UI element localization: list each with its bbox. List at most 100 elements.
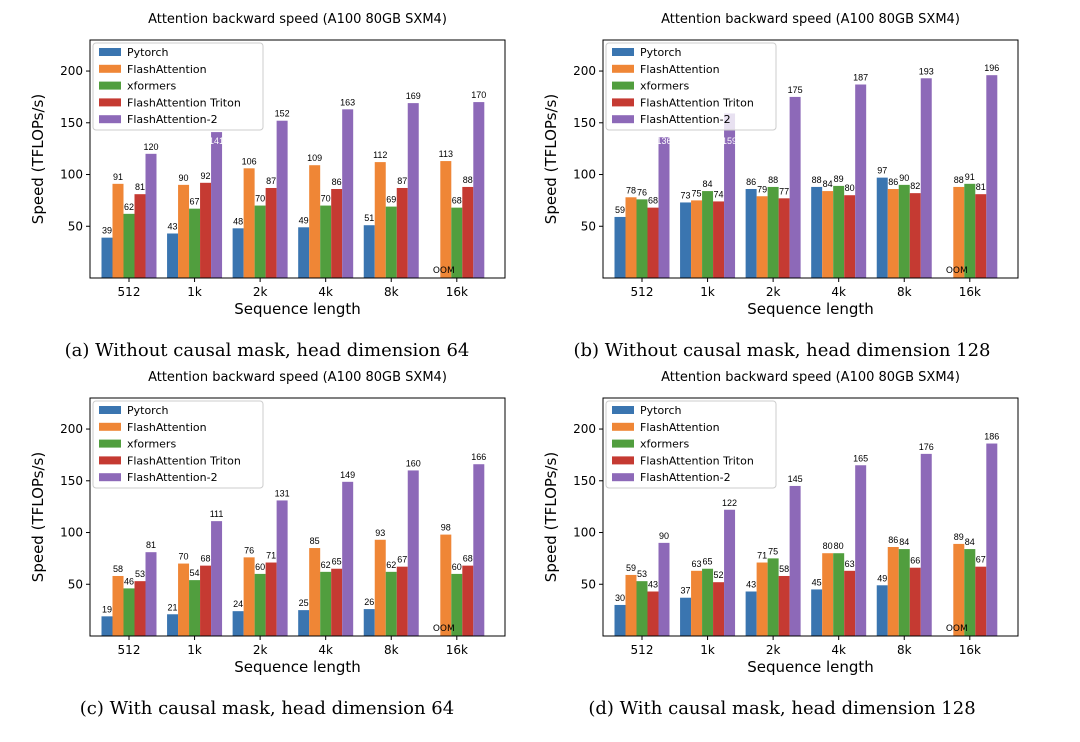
bar-pytorch [232,228,244,278]
bar-flashattention-2 [920,453,932,636]
bar-flashattention-2 [473,102,485,278]
bar-flashattention-triton [909,193,921,278]
bar-flashattention-2 [855,465,867,636]
bar-flashattention [112,183,124,278]
bar-pytorch [614,604,626,636]
y-axis-label: Speed (TFLOPs/s) [29,452,47,582]
bar-pytorch [363,609,375,636]
bar-pytorch [680,202,692,278]
bar-flashattention-2 [211,132,223,278]
data-label: 86 [746,177,756,187]
data-label: 170 [471,90,486,100]
data-label: 66 [910,556,920,566]
data-label: 62 [321,560,331,570]
data-label: 85 [310,536,320,546]
data-label: 59 [615,205,625,215]
bar-flashattention-triton [462,565,474,636]
data-label: 49 [877,573,887,583]
bar-xformers [385,571,397,636]
x-tick-label: 2k [766,285,781,299]
legend-swatch [99,456,121,465]
bar-xformers [636,581,648,636]
bar-flashattention-2 [920,78,932,278]
data-label: 88 [812,175,822,185]
data-label: 63 [692,559,702,569]
data-label: 92 [201,171,211,181]
data-label: 109 [307,153,322,163]
x-axis-label: Sequence length [234,300,361,318]
legend-label: xformers [640,438,689,451]
y-tick-label: 50 [68,577,83,591]
data-label: 160 [406,458,421,468]
bar-flashattention-triton [462,186,474,278]
data-label: 176 [919,442,934,452]
legend-swatch [612,406,634,414]
oom-label: OOM [946,266,968,276]
bar-pytorch [811,589,823,636]
data-label: 74 [714,189,724,199]
data-label: 75 [692,188,702,198]
legend-label: FlashAttention-2 [640,471,731,484]
data-label: 91 [113,172,123,182]
data-label: 54 [190,568,200,578]
data-label: 77 [779,186,789,196]
oom-label: OOM [433,624,455,634]
bar-flashattention-2 [724,113,736,278]
data-label: 70 [179,552,189,562]
bar-flashattention [953,543,965,636]
bar-flashattention-triton [844,570,856,636]
chart-panel-c: Attention backward speed (A100 80GB SXM4… [29,370,506,719]
data-label: 152 [275,109,290,119]
bar-xformers [189,208,201,278]
x-tick-label: 512 [118,285,141,299]
bar-flashattention [374,162,386,278]
bar-flashattention-triton [975,566,987,636]
legend-box [92,400,264,489]
bar-flashattention-triton [647,207,659,278]
data-label: 87 [266,176,276,186]
data-label: 145 [788,474,803,484]
bar-xformers [451,573,463,636]
data-label: 21 [168,602,178,612]
y-tick-label: 150 [573,474,596,488]
legend-swatch [99,439,121,448]
bar-flashattention-triton [975,194,987,278]
data-label: 90 [179,173,189,183]
data-label: 68 [648,196,658,206]
data-label: 43 [168,222,178,232]
legend-swatch [612,473,634,482]
data-label: 63 [845,559,855,569]
subfigure-caption: (b) Without causal mask, head dimension … [574,340,991,361]
data-label: 166 [471,452,486,462]
legend-label: xformers [640,80,689,93]
data-label: 111 [210,509,224,519]
bar-flashattention [887,547,899,636]
bar-flashattention-2 [986,443,998,636]
data-label: 187 [853,72,868,82]
legend-label: FlashAttention [127,421,207,434]
data-label: 86 [888,535,898,545]
bars [101,464,485,636]
bar-xformers [898,184,910,278]
data-label: 49 [299,215,309,225]
legend-box [605,42,777,131]
bar-flashattention [374,539,386,636]
legend-swatch [612,48,634,56]
data-label: 62 [386,560,396,570]
data-label: 90 [899,173,909,183]
bar-flashattention [887,189,899,278]
data-label: 149 [340,470,355,480]
subfigure-caption: (c) With causal mask, head dimension 64 [80,698,454,719]
data-label: 88 [954,175,964,185]
data-label: 68 [452,196,462,206]
subfigure-caption: (a) Without causal mask, head dimension … [65,340,470,361]
data-label: 89 [954,532,964,542]
legend-label: FlashAttention Triton [640,96,754,109]
bar-flashattention [309,165,321,278]
bar-flashattention-triton [778,198,790,278]
bar-flashattention-2 [658,137,670,278]
data-label: 58 [779,564,789,574]
data-label: 79 [757,184,767,194]
data-label: 120 [143,142,158,152]
